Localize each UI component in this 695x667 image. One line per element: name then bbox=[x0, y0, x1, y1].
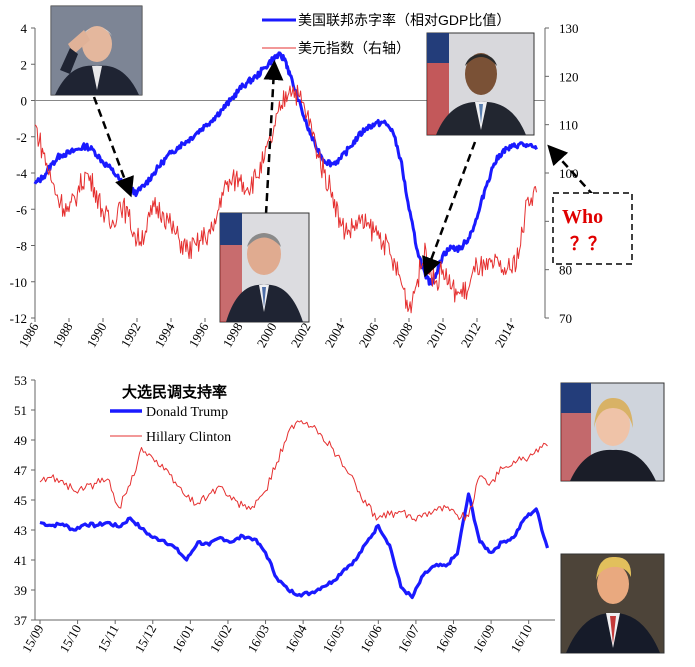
arrow-who bbox=[547, 144, 595, 197]
top-right-tick-label: 80 bbox=[559, 263, 572, 278]
portrait-bill-clinton bbox=[50, 5, 143, 96]
bottom-y-tick-label: 51 bbox=[14, 403, 27, 418]
bottom-y-tick-label: 39 bbox=[14, 583, 27, 598]
top-right-tick-label: 120 bbox=[559, 69, 579, 84]
top-right-tick-label: 100 bbox=[559, 166, 579, 181]
bottom-axes bbox=[31, 379, 555, 624]
bottom-x-tick-label: 15/12 bbox=[132, 622, 160, 655]
top-x-tick-label: 2006 bbox=[356, 320, 382, 350]
top-x-tick-label: 1996 bbox=[186, 320, 212, 350]
bottom-y-tick-label: 41 bbox=[14, 553, 27, 568]
who-label: Who bbox=[562, 206, 603, 228]
bottom-x-tick-label: 16/02 bbox=[207, 622, 235, 655]
top-left-tick-label: -10 bbox=[10, 275, 27, 290]
bottom-x-tick-label: 16/05 bbox=[320, 622, 348, 655]
bottom-x-tick-label: 16/01 bbox=[169, 622, 197, 655]
portrait-hillary-clinton bbox=[560, 382, 665, 482]
arrow-bush bbox=[263, 60, 284, 215]
top-x-tick-label: 1998 bbox=[220, 320, 246, 350]
top-left-tick-label: 0 bbox=[21, 94, 28, 109]
top-x-tick-label: 1988 bbox=[50, 320, 76, 350]
top-left-tick-label: -12 bbox=[10, 311, 27, 326]
bottom-y-tick-label: 37 bbox=[14, 613, 28, 628]
bottom-series-group bbox=[39, 420, 550, 600]
portrait-obama bbox=[426, 32, 535, 136]
bottom-x-tick-label: 16/06 bbox=[357, 622, 385, 656]
top-right-tick-label: 70 bbox=[559, 311, 572, 326]
top-x-tick-label: 2014 bbox=[492, 320, 518, 350]
bottom-y-tick-label: 47 bbox=[14, 463, 28, 478]
top-right-tick-label: 110 bbox=[559, 118, 578, 133]
arrow-clinton bbox=[92, 96, 134, 198]
top-x-tick-label: 2010 bbox=[424, 320, 450, 350]
top-left-tick-label: -8 bbox=[16, 239, 27, 254]
legend-label-deficit: 美国联邦赤字率（相对GDP比值） bbox=[298, 12, 510, 28]
top-left-tick-label: -2 bbox=[16, 130, 27, 145]
bottom-x-tick-label: 16/03 bbox=[244, 622, 272, 655]
bottom-x-tick-label: 16/07 bbox=[395, 622, 423, 656]
top-left-tick-label: 4 bbox=[21, 21, 28, 36]
top-right-tick-label: 130 bbox=[559, 21, 579, 36]
series-trump-poll bbox=[39, 492, 550, 600]
top-legend: 美国联邦赤字率（相对GDP比值） 美元指数（右轴） bbox=[262, 12, 510, 56]
top-axes bbox=[31, 27, 549, 322]
legend-label-dollar: 美元指数（右轴） bbox=[298, 40, 410, 56]
bottom-x-tick-label: 15/10 bbox=[56, 622, 84, 655]
top-x-tick-label: 2002 bbox=[288, 320, 314, 350]
bottom-legend: Donald Trump Hillary Clinton bbox=[110, 405, 231, 445]
portrait-donald-trump bbox=[560, 553, 665, 654]
series-clinton-poll bbox=[39, 420, 548, 522]
top-x-tick-label: 1994 bbox=[152, 320, 178, 350]
poll-chart-title: 大选民调支持率 bbox=[122, 383, 227, 401]
series-dollar-index bbox=[34, 84, 537, 314]
who-box bbox=[552, 192, 633, 265]
top-x-tick-label: 1992 bbox=[118, 320, 144, 350]
bottom-x-tick-label: 16/04 bbox=[282, 622, 310, 656]
top-x-tick-label: 2004 bbox=[322, 320, 348, 350]
top-x-tick-label: 2000 bbox=[254, 320, 280, 350]
bottom-x-tick-label: 16/09 bbox=[470, 622, 498, 655]
top-left-tick-label: -6 bbox=[16, 202, 27, 217]
top-left-tick-label: 2 bbox=[21, 57, 28, 72]
top-x-tick-label: 2008 bbox=[390, 320, 416, 350]
arrow-obama bbox=[422, 141, 477, 278]
bottom-x-tick-label: 15/11 bbox=[94, 622, 122, 655]
bottom-y-tick-label: 53 bbox=[14, 373, 27, 388]
portrait-george-w-bush bbox=[219, 212, 310, 323]
legend-label-trump: Donald Trump bbox=[146, 405, 228, 420]
bottom-x-tick-label: 16/08 bbox=[432, 622, 460, 655]
bottom-y-tick-label: 49 bbox=[14, 433, 27, 448]
top-x-tick-label: 2012 bbox=[458, 320, 484, 350]
top-left-tick-label: -4 bbox=[16, 166, 27, 181]
bottom-y-tick-label: 45 bbox=[14, 493, 27, 508]
top-x-tick-label: 1990 bbox=[84, 320, 110, 350]
bottom-y-tick-label: 43 bbox=[14, 523, 27, 538]
bottom-x-tick-label: 16/10 bbox=[507, 622, 535, 655]
question-marks: ？？ bbox=[570, 234, 606, 255]
legend-label-clinton: Hillary Clinton bbox=[146, 430, 231, 445]
